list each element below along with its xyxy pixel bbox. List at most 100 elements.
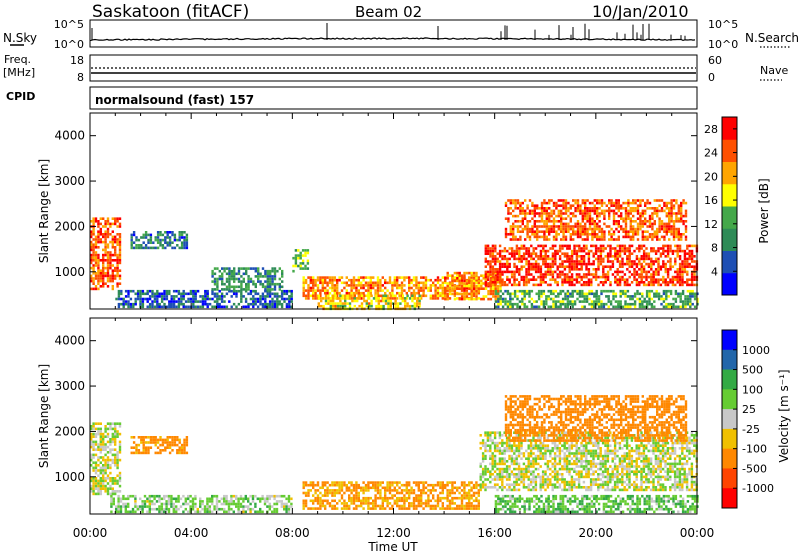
power-cell xyxy=(641,225,644,228)
power-cell xyxy=(576,233,580,236)
power-cell xyxy=(634,230,637,233)
velocity-cell xyxy=(90,487,93,490)
power-cell xyxy=(147,246,150,250)
power-cell xyxy=(269,272,272,276)
velocity-cell xyxy=(102,484,105,488)
power-cell xyxy=(618,244,622,248)
power-cell xyxy=(97,253,100,257)
power-cell xyxy=(139,302,142,306)
velocity-cell xyxy=(148,494,151,498)
velocity-cell xyxy=(185,451,189,455)
power-cell xyxy=(519,204,522,207)
power-cell xyxy=(252,305,255,309)
power-cell xyxy=(599,252,603,255)
power-cell xyxy=(630,281,634,284)
velocity-cell xyxy=(179,505,183,508)
power-cell xyxy=(124,295,128,298)
power-cell xyxy=(540,207,544,210)
power-cell xyxy=(106,259,110,262)
power-cell xyxy=(237,267,241,270)
power-cell xyxy=(304,281,308,285)
power-cell xyxy=(513,295,517,298)
noise-left-tick-bottom: 10^0 xyxy=(54,38,84,51)
velocity-cell xyxy=(249,494,252,498)
velocity-cell xyxy=(331,507,334,510)
power-cell xyxy=(94,240,98,244)
power-cell xyxy=(641,220,644,223)
power-cell xyxy=(339,299,342,303)
power-cell xyxy=(674,260,677,263)
power-cell xyxy=(247,277,250,281)
power-cell xyxy=(280,295,284,298)
power-cell xyxy=(569,233,572,236)
power-cell xyxy=(582,260,586,263)
power-cell xyxy=(552,238,556,241)
power-cell xyxy=(604,255,607,258)
power-cell xyxy=(146,289,149,293)
power-cell xyxy=(360,291,363,295)
power-cell xyxy=(664,268,667,271)
power-cell xyxy=(422,284,425,287)
power-cell xyxy=(603,230,606,233)
power-cell xyxy=(584,201,587,205)
power-cell xyxy=(608,207,611,210)
power-cell xyxy=(299,254,302,257)
power-cell xyxy=(638,260,641,263)
power-region xyxy=(504,199,688,241)
power-cell xyxy=(97,261,100,265)
power-cell xyxy=(367,281,370,285)
power-cell xyxy=(333,289,336,292)
power-cell xyxy=(352,276,356,279)
velocity-cell xyxy=(194,502,197,506)
power-cell xyxy=(564,222,568,226)
power-cell xyxy=(276,305,279,309)
power-cell xyxy=(102,248,105,252)
power-cell xyxy=(650,268,653,271)
power-cell xyxy=(184,292,188,296)
power-cell xyxy=(111,222,114,226)
velocity-cell xyxy=(393,494,396,497)
velocity-cell xyxy=(124,507,127,511)
velocity-cell xyxy=(405,507,408,510)
power-cell xyxy=(658,230,661,233)
power-cell xyxy=(561,270,564,274)
power-cell xyxy=(568,255,571,258)
power-cell xyxy=(636,204,640,207)
power-cell xyxy=(348,284,351,287)
power-cell xyxy=(491,244,495,248)
power-cell xyxy=(678,283,682,287)
power-cell xyxy=(384,281,387,285)
power-cell xyxy=(618,278,622,281)
power-cell xyxy=(102,233,105,236)
velocity-cell xyxy=(109,422,112,425)
power-cell xyxy=(104,266,107,270)
power-cell xyxy=(629,238,632,241)
power-cell xyxy=(266,289,269,293)
velocity-cell xyxy=(331,504,334,508)
power-cell xyxy=(163,302,166,306)
velocity-cell xyxy=(223,497,226,501)
power-cell xyxy=(693,305,697,309)
power-cell xyxy=(573,260,576,263)
power-cell xyxy=(612,214,616,218)
power-cell xyxy=(665,227,668,231)
velocity-cell xyxy=(148,497,151,501)
power-cell xyxy=(312,281,315,285)
power-cell xyxy=(235,305,238,309)
power-cell xyxy=(153,300,157,303)
velocity-cell xyxy=(386,504,389,508)
power-cell xyxy=(173,236,177,239)
power-cell xyxy=(399,302,402,305)
power-cell xyxy=(170,297,173,301)
power-cell xyxy=(585,247,588,250)
power-cell xyxy=(491,247,495,250)
velocity-cell xyxy=(259,500,262,503)
power-cell xyxy=(642,244,646,248)
power-cell xyxy=(666,252,670,255)
power-cell xyxy=(489,247,492,250)
power-cell xyxy=(562,235,565,239)
power-cell xyxy=(573,289,577,293)
power-cell xyxy=(326,276,329,279)
velocity-cell xyxy=(119,500,123,503)
